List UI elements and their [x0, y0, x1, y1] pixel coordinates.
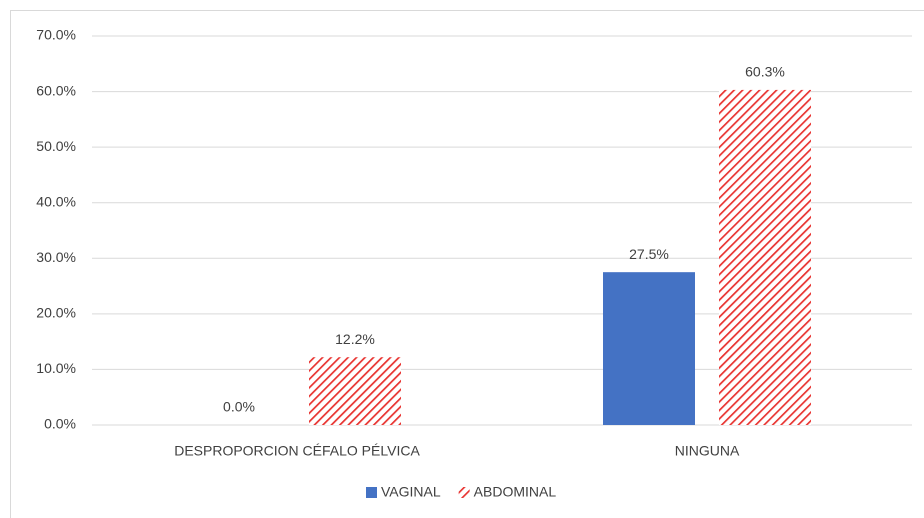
y-tick-label: 60.0% [36, 82, 76, 98]
legend-label: ABDOMINAL [474, 484, 557, 500]
value-label: 27.5% [629, 246, 669, 262]
value-label: 60.3% [745, 64, 785, 80]
x-tick-label: DESPROPORCION CÉFALO PÉLVICA [174, 443, 420, 459]
x-tick-label: NINGUNA [675, 443, 740, 459]
y-tick-label: 10.0% [36, 360, 76, 376]
y-tick-label: 40.0% [36, 193, 76, 209]
legend-swatch [458, 487, 470, 498]
bar [719, 89, 811, 425]
y-tick-label: 0.0% [44, 416, 76, 432]
y-tick-label: 70.0% [36, 27, 76, 43]
legend-swatch [366, 487, 377, 498]
bar [309, 357, 401, 425]
value-label: 12.2% [335, 331, 375, 347]
value-label: 0.0% [223, 399, 255, 415]
bar [603, 272, 695, 425]
legend-label: VAGINAL [381, 484, 441, 500]
y-tick-label: 50.0% [36, 138, 76, 154]
y-tick-label: 30.0% [36, 249, 76, 265]
y-tick-label: 20.0% [36, 305, 76, 321]
